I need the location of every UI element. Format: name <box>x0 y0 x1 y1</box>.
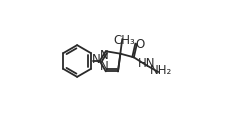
Text: CH₃: CH₃ <box>114 34 136 47</box>
Text: N: N <box>92 53 101 66</box>
Text: O: O <box>135 38 145 51</box>
Text: NH₂: NH₂ <box>150 64 172 77</box>
Text: N: N <box>100 60 109 73</box>
Text: N: N <box>100 49 109 62</box>
Text: HN: HN <box>138 57 155 70</box>
